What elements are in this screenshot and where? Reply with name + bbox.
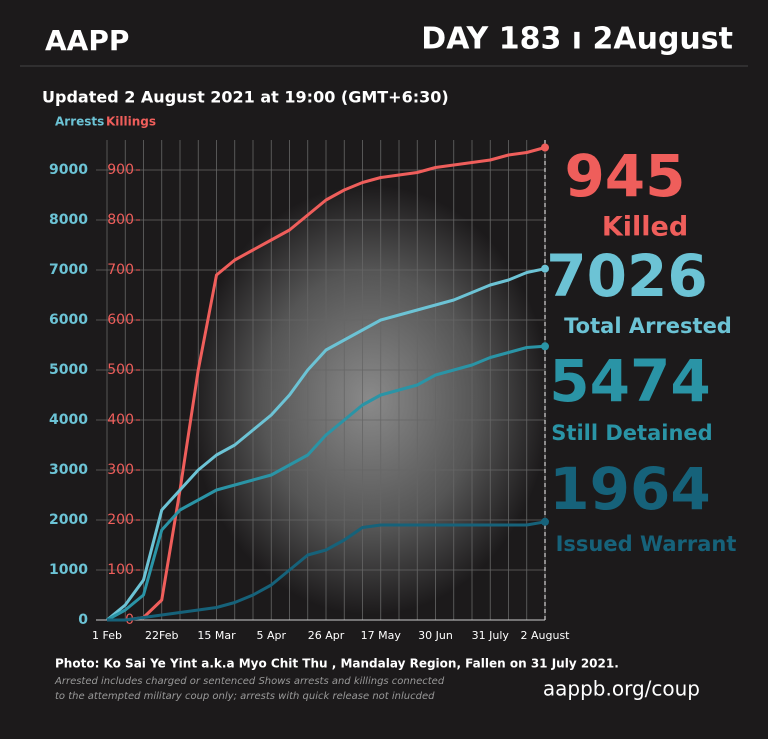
- y2-tick-label: 400: [107, 412, 134, 428]
- y2-axis-title: Killings: [106, 115, 156, 129]
- x-tick-label: 17 May: [361, 629, 402, 642]
- y-tick-label: 4000: [49, 412, 88, 428]
- y-tick-label: 8000: [49, 212, 88, 228]
- y-tick-label: 2000: [49, 512, 88, 528]
- y-tick-label: 3000: [49, 462, 88, 478]
- series-line: [106, 267, 546, 622]
- legend-label: Still Detained: [551, 421, 712, 445]
- brand: AAPP: [45, 24, 129, 57]
- y-tick-label: 5000: [49, 362, 88, 378]
- series-line: [106, 344, 546, 622]
- x-tick-label: 30 Jun: [418, 629, 453, 642]
- end-point: [541, 143, 549, 152]
- y2-tick-label: 600: [107, 312, 134, 328]
- y2-tick-label: 200: [107, 512, 134, 528]
- y2-tick-label: 900: [107, 162, 134, 178]
- updated: Updated 2 August 2021 at 19:00 (GMT+6:30…: [42, 88, 449, 107]
- y-tick-label: 0: [78, 612, 88, 628]
- legend-label: Total Arrested: [564, 314, 732, 338]
- y-tick-label: 6000: [49, 312, 88, 328]
- x-tick-label: 15 Mar: [197, 629, 236, 642]
- note: Arrested includes charged or sentenced S…: [54, 676, 445, 687]
- legend-label: Issued Warrant: [556, 532, 737, 556]
- y-tick-label: 1000: [49, 562, 88, 578]
- end-point: [541, 264, 549, 273]
- y-tick-label: 7000: [49, 262, 88, 278]
- y2-tick-label: 100: [107, 562, 134, 578]
- x-tick-label: 26 Apr: [308, 629, 345, 642]
- y2-tick-label: 700: [107, 262, 134, 278]
- day: DAY 183 ı 2August: [421, 22, 733, 57]
- x-tick-label: 5 Apr: [256, 629, 286, 642]
- y2-tick-label: 800: [107, 212, 134, 228]
- y-axis-title: Arrests: [55, 115, 104, 129]
- callout-number: 5474: [549, 347, 710, 415]
- x-tick-label: 1 Feb: [92, 629, 122, 642]
- url: aappb.org/coup: [543, 677, 700, 701]
- legend-label: Killed: [602, 212, 688, 243]
- series-line: [107, 520, 546, 622]
- x-tick-label: 2 August: [521, 629, 571, 642]
- callout-number: 7026: [546, 242, 707, 310]
- photo-credit: Photo: Ko Sai Ye Yint a.k.a Myo Chit Thu…: [55, 657, 619, 671]
- y2-tick-label: 300: [107, 462, 134, 478]
- y-tick-label: 9000: [49, 162, 88, 178]
- x-tick-label: 22Feb: [145, 629, 178, 642]
- x-tick-label: 31 July: [472, 629, 510, 642]
- y2-tick-label: 500: [107, 362, 134, 378]
- note: to the attempted military coup only; arr…: [55, 691, 435, 702]
- callout-number: 945: [564, 142, 685, 210]
- end-point: [541, 342, 549, 351]
- end-point: [541, 517, 549, 526]
- callout-number: 1964: [549, 455, 710, 523]
